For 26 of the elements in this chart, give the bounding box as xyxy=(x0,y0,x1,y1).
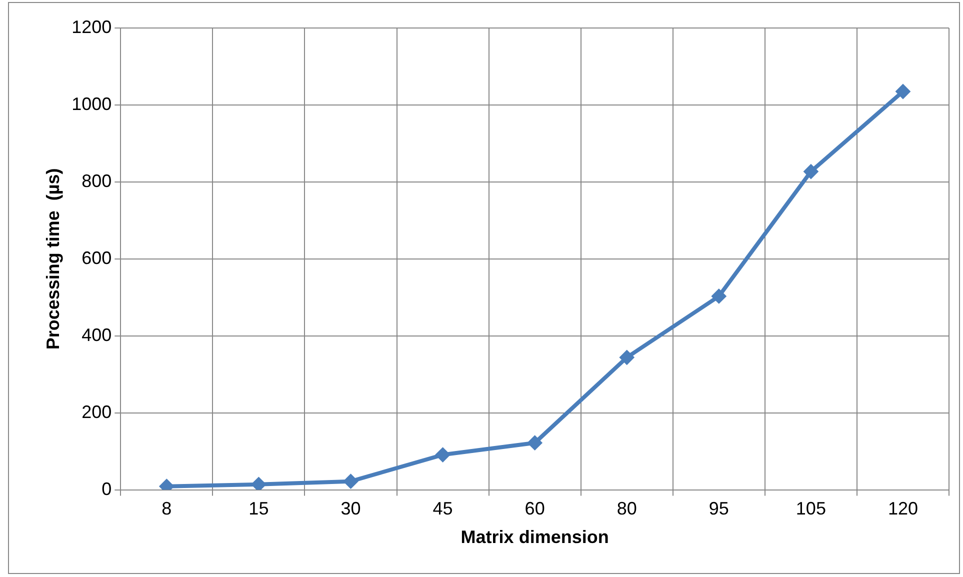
y-tick-label: 400 xyxy=(82,324,112,345)
point xyxy=(527,435,542,450)
x-tick-label: 105 xyxy=(796,498,826,519)
x-tick-label: 120 xyxy=(888,498,918,519)
x-tick-label: 30 xyxy=(340,498,361,519)
x-tick-label: 45 xyxy=(432,498,453,519)
point xyxy=(895,84,910,99)
point xyxy=(251,476,266,490)
x-tick-label: 8 xyxy=(162,498,172,519)
x-axis-title: Matrix dimension xyxy=(460,527,609,548)
y-tick-label: 800 xyxy=(82,170,112,191)
point xyxy=(711,288,726,304)
point xyxy=(343,474,358,489)
point xyxy=(435,447,450,462)
x-tick-label: 60 xyxy=(524,498,545,519)
y-tick-label: 600 xyxy=(82,248,112,268)
x-tick-label: 15 xyxy=(248,498,269,519)
y-axis-title: Processing time (µs) xyxy=(42,168,63,350)
y-tick-label: 200 xyxy=(82,402,112,422)
point xyxy=(619,350,634,365)
x-tick-label: 95 xyxy=(708,498,729,519)
y-tick-label: 0 xyxy=(102,478,112,499)
x-tick-label: 80 xyxy=(616,498,637,519)
y-tick-label: 1200 xyxy=(72,16,112,37)
point xyxy=(803,164,818,180)
y-tick-label: 1000 xyxy=(72,94,112,114)
